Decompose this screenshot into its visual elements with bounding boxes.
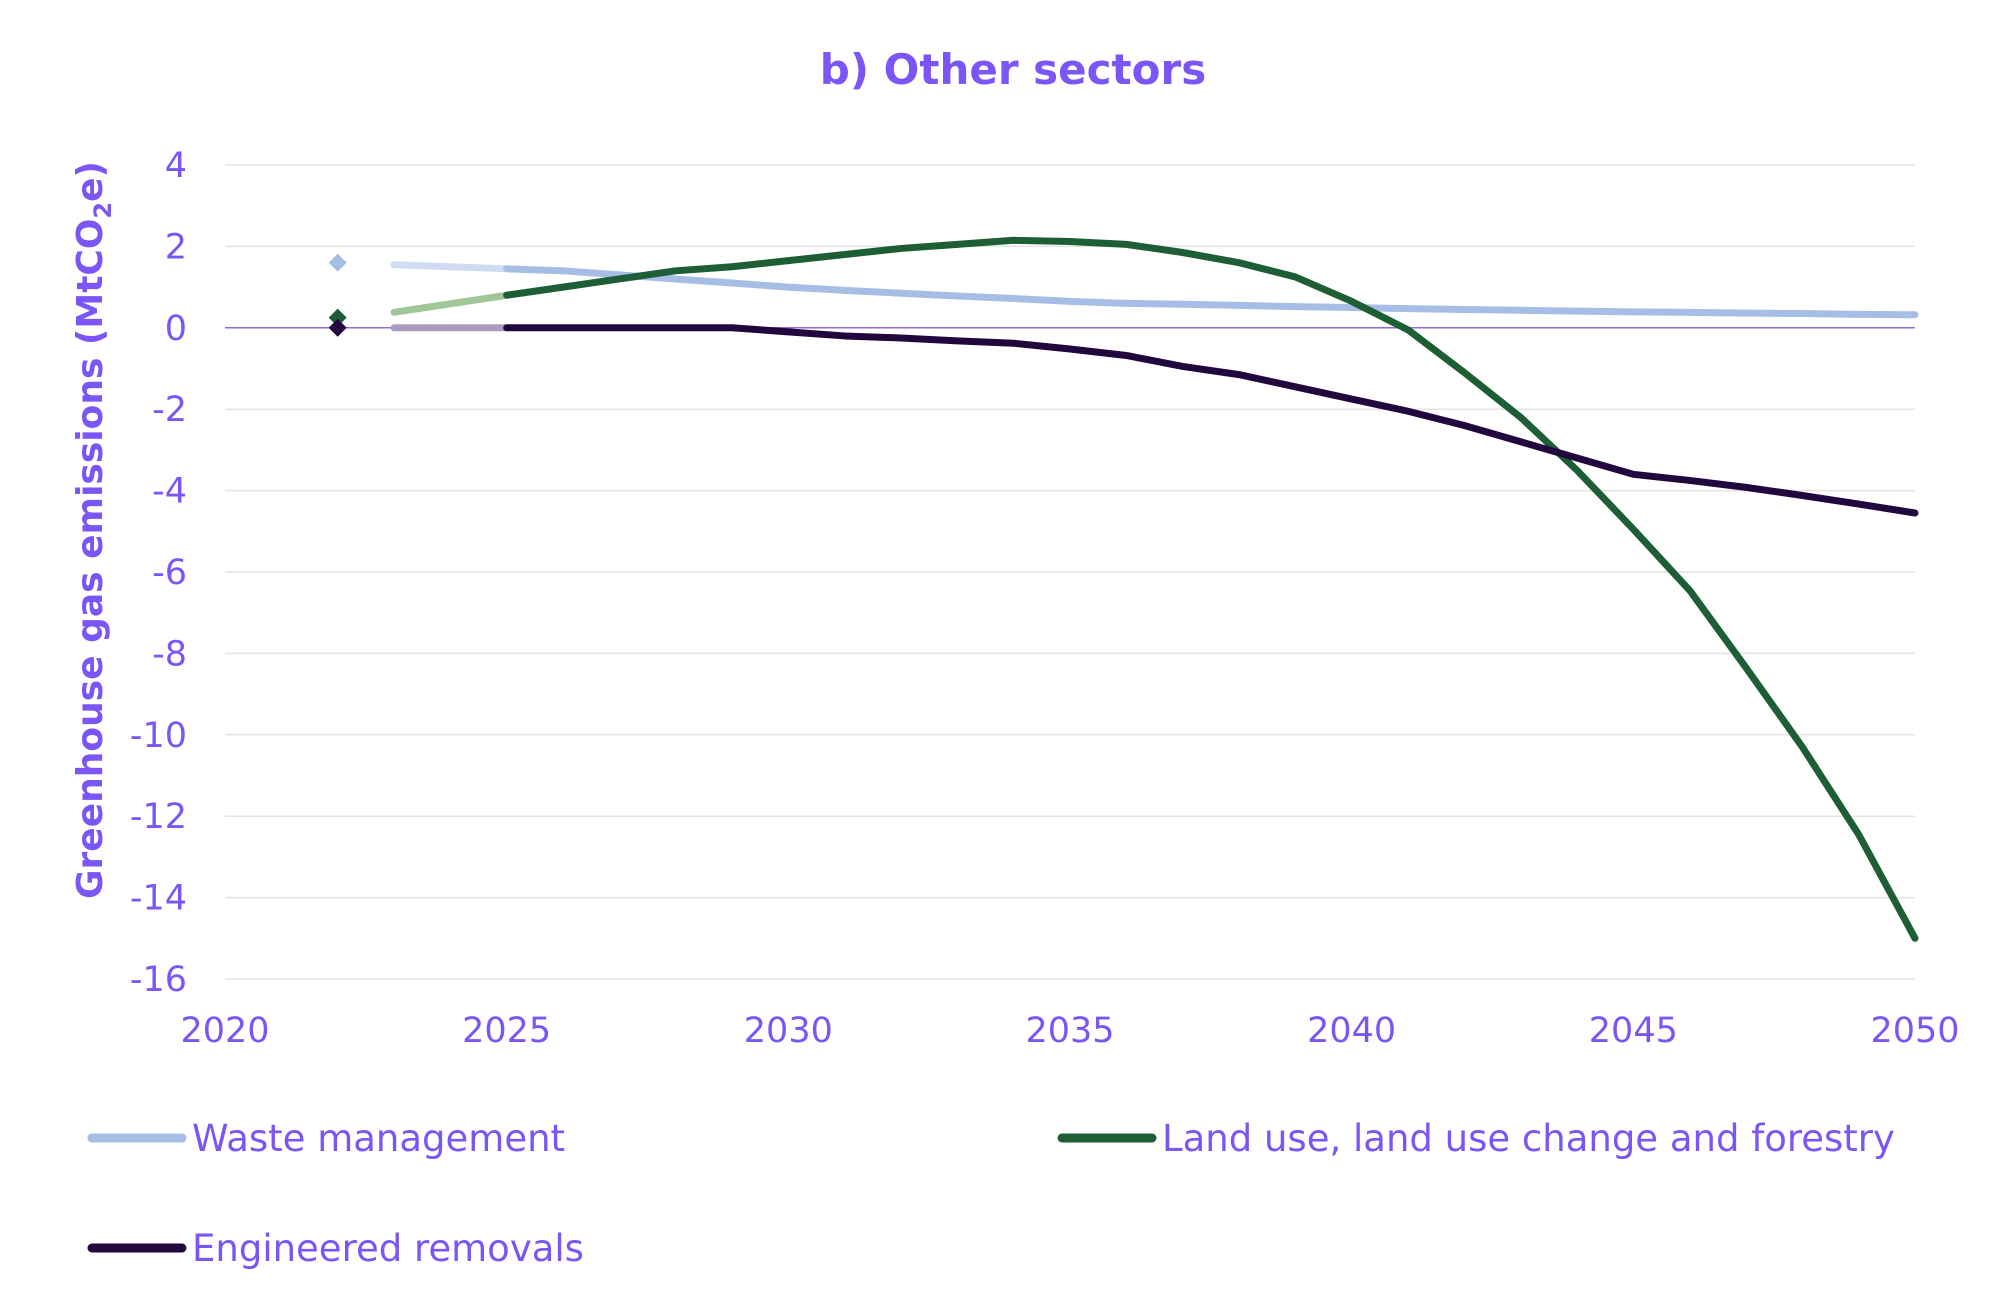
x-tick-label: 2020 (180, 1011, 269, 1051)
y-tick-label: 0 (165, 309, 187, 349)
series-marker-engineered-removals (328, 318, 347, 337)
x-tick-label: 2045 (1589, 1011, 1678, 1051)
series-line-land-use-land-use-change-and-forestry (503, 236, 1919, 942)
series-marker-waste-management (328, 253, 347, 272)
x-tick-label: 2035 (1025, 1011, 1114, 1051)
y-tick-label: -2 (152, 390, 187, 430)
x-tick-label: 2025 (462, 1011, 551, 1051)
x-tick-label: 2050 (1870, 1011, 1959, 1051)
y-tick-label: -10 (130, 716, 187, 756)
y-tick-label: 4 (165, 146, 187, 186)
y-axis-label: Greenhouse gas emissions (MtCO2e) (70, 161, 117, 899)
gridlines (225, 164, 1915, 980)
y-tick-label: -8 (152, 634, 187, 674)
legend-label-land-use: Land use, land use change and forestry (1162, 1117, 1895, 1160)
legend-label-engineered-removals: Engineered removals (192, 1227, 584, 1270)
y-tick-label: -14 (130, 879, 187, 919)
series-pale-waste-management (390, 261, 511, 273)
x-tick-label: 2030 (744, 1011, 833, 1051)
y-tick-label: -6 (152, 553, 187, 593)
series-pale-land-use-land-use-change-and-forestry (390, 291, 511, 316)
legend-item-waste-management: Waste management (87, 1117, 565, 1160)
y-tick-label: 2 (165, 227, 187, 267)
x-axis-ticks: 2020 2025 2030 2035 2040 2045 2050 (180, 1011, 1959, 1051)
series-marker-land-use-land-use-change-and-forestry (328, 308, 347, 327)
series-lines (328, 236, 1919, 942)
y-tick-label: -16 (130, 960, 187, 1000)
legend-item-engineered-removals: Engineered removals (87, 1227, 584, 1270)
y-tick-label: -4 (152, 472, 187, 512)
y-tick-label: -12 (130, 797, 187, 837)
series-line-waste-management (503, 265, 1919, 319)
legend-label-waste-management: Waste management (192, 1117, 565, 1160)
chart-title: b) Other sectors (820, 45, 1206, 94)
legend-item-land-use: Land use, land use change and forestry (1057, 1117, 1895, 1160)
legend: Waste management Land use, land use chan… (87, 1117, 1895, 1270)
x-tick-label: 2040 (1307, 1011, 1396, 1051)
series-line-engineered-removals (503, 324, 1919, 517)
y-axis-ticks: 4 2 0 -2 -4 -6 -8 -10 -12 -14 -16 (130, 146, 187, 1000)
